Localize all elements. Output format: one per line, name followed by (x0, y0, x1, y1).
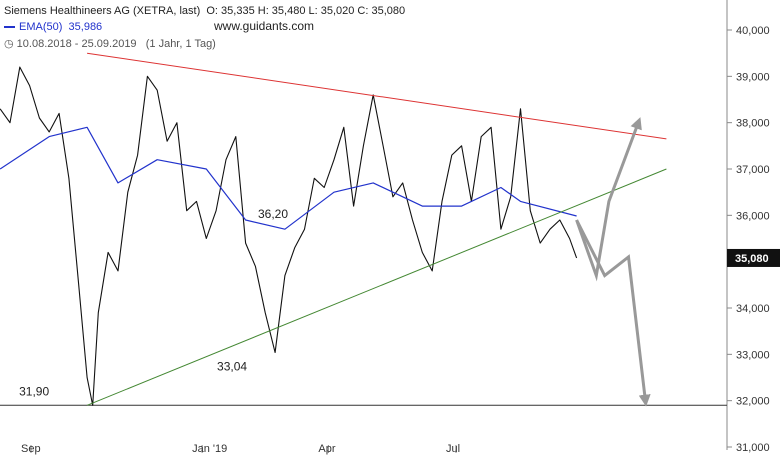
resistance-trendline (87, 52, 667, 140)
y-axis: 40,00039,00038,00037,00036,00035,00034,0… (726, 0, 770, 454)
price-annotation: 31,90 (19, 384, 49, 398)
ohlc-values: O: 35,335 H: 35,480 L: 35,020 C: 35,080 (206, 5, 406, 17)
annotations: 31,90 33,04 36,20 35,080 (19, 207, 780, 398)
x-tick-label: Sep (21, 443, 41, 455)
range-legend: ◷ 10.08.2018 - 25.09.2019 (1 Jahr, 1 Tag… (4, 37, 216, 50)
x-tick-label: Jan '19 (192, 443, 227, 455)
x-axis: Sep Jan '19 Apr Jul (21, 443, 460, 455)
clock-icon: ◷ (4, 38, 14, 50)
price-annotation: 33,04 (217, 359, 247, 373)
y-tick-label: 40,000 (736, 25, 770, 37)
instrument-title: Siemens Healthineers AG (XETRA, last) (4, 5, 201, 17)
ema-value: 35,986 (68, 21, 103, 33)
y-tick-label: 32,000 (736, 396, 770, 408)
y-tick-label: 37,000 (736, 164, 770, 176)
y-tick-label: 36,000 (736, 210, 770, 222)
last-price-label: 35,080 (735, 253, 769, 265)
interval: (1 Jahr, 1 Tag) (145, 38, 216, 50)
ema-series-line (0, 126, 577, 230)
watermark: www.guidants.com (213, 19, 314, 33)
ema-label: EMA(50) (19, 21, 63, 33)
bullish-scenario-arrow (575, 117, 642, 282)
y-tick-label: 33,000 (736, 349, 770, 361)
y-tick-label: 38,000 (736, 118, 770, 130)
ema-legend-swatch (4, 26, 15, 29)
y-tick-label: 31,000 (736, 442, 770, 454)
instrument-header: Siemens Healthineers AG (XETRA, last) O:… (4, 5, 405, 17)
x-tick-label: Apr (318, 443, 335, 455)
price-annotation: 36,20 (258, 207, 288, 221)
price-series-line (0, 66, 578, 406)
y-tick-label: 34,000 (736, 303, 770, 315)
x-tick-label: Jul (446, 443, 460, 455)
date-range: 10.08.2018 - 25.09.2019 (16, 38, 137, 50)
plot-area (0, 52, 727, 407)
support-trendline (86, 168, 667, 406)
y-tick-label: 39,000 (736, 71, 770, 83)
ema-legend: EMA(50) 35,986 (4, 21, 102, 33)
bearish-scenario-arrow (575, 219, 651, 407)
last-price-badge (727, 248, 780, 267)
